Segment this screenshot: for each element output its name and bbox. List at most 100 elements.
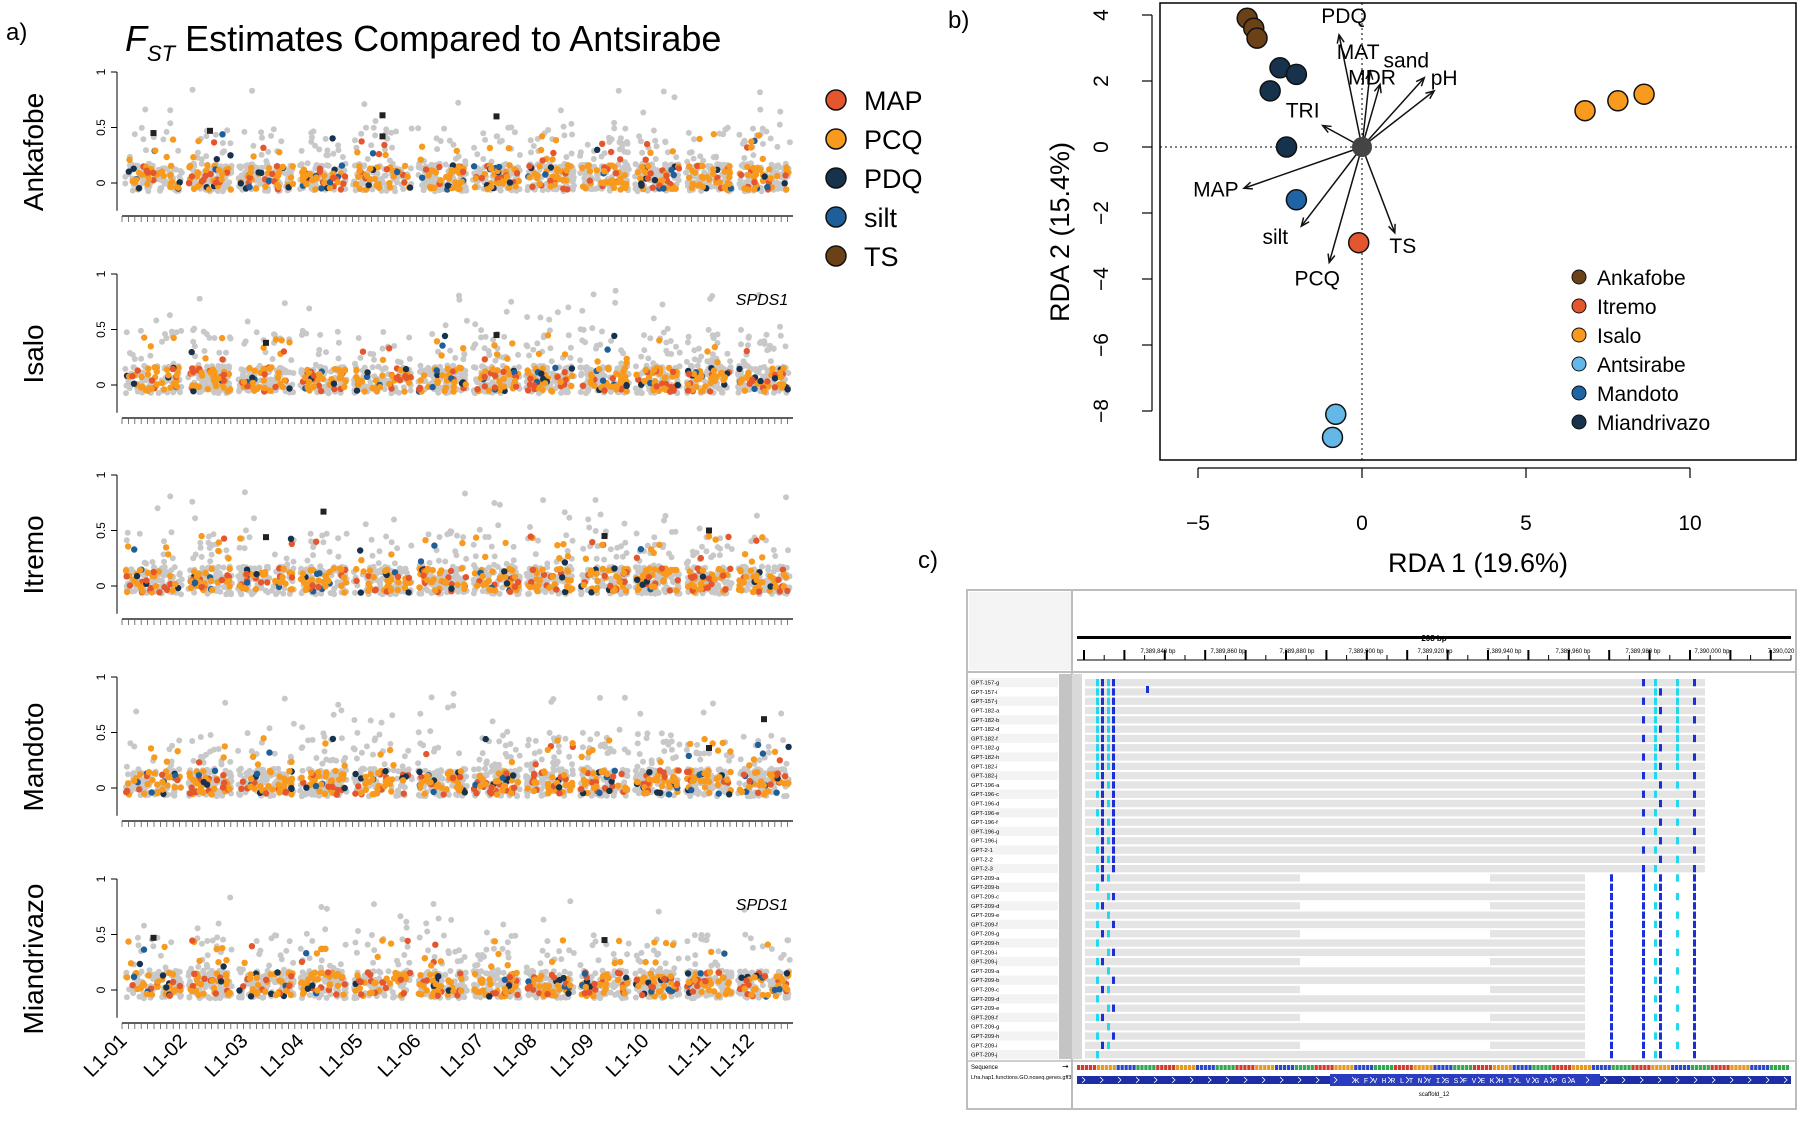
snp-point <box>641 347 648 354</box>
snp-point <box>278 138 285 145</box>
snp-point <box>219 140 226 146</box>
snp-point-trait <box>622 373 629 381</box>
snp-point <box>241 489 248 496</box>
snp-point <box>470 590 477 597</box>
snp-point-trait <box>552 137 560 144</box>
snp-point-trait <box>158 379 166 387</box>
snp-point <box>463 555 470 562</box>
snp-point <box>123 390 129 397</box>
snp-point-trait <box>338 162 346 169</box>
snp-point <box>530 346 537 353</box>
snp-point <box>453 552 460 559</box>
snp-point <box>592 497 599 503</box>
snp-point-trait <box>486 144 494 152</box>
snp-point <box>375 560 382 567</box>
snp-point-trait <box>441 332 449 340</box>
snp-point-trait <box>167 171 174 179</box>
snp-point <box>695 345 702 352</box>
snp-point <box>577 389 584 395</box>
snp-point-trait <box>145 365 152 372</box>
snp-point-trait <box>281 377 288 384</box>
snp-point <box>476 526 483 533</box>
snp-point-trait <box>257 579 265 586</box>
snp-point-trait <box>459 168 467 175</box>
snp-point <box>161 180 168 187</box>
snp-point-trait <box>620 180 627 187</box>
snp-point-trait <box>744 186 752 193</box>
snp-point-trait <box>641 377 648 385</box>
snp-point <box>352 589 358 596</box>
snp-point <box>140 136 147 143</box>
snp-point <box>511 129 518 136</box>
snp-point <box>122 180 129 187</box>
snp-point <box>330 150 337 157</box>
snp-point <box>424 587 431 594</box>
snp-point-trait <box>401 162 409 170</box>
snp-point <box>435 557 442 564</box>
snp-point-trait <box>143 577 150 584</box>
snp-point <box>568 150 575 157</box>
y-tick-label: 0 <box>94 179 108 186</box>
snp-point <box>705 326 712 333</box>
snp-point-trait <box>370 574 377 581</box>
snp-point-trait <box>123 588 131 596</box>
snp-point-trait <box>195 169 202 177</box>
snp-point <box>407 387 414 394</box>
snp-point-trait <box>513 170 521 177</box>
snp-point-trait <box>340 180 347 187</box>
snp-point-trait <box>185 180 193 187</box>
snp-point <box>515 351 522 358</box>
snp-point <box>510 557 517 564</box>
snp-point <box>685 129 692 136</box>
snp-point-trait <box>358 138 365 145</box>
snp-point <box>772 553 779 559</box>
snp-point <box>494 133 501 140</box>
snp-point-trait <box>605 366 612 373</box>
snp-point <box>685 333 692 340</box>
snp-point <box>750 125 756 132</box>
snp-point-trait <box>246 174 253 181</box>
snp-point <box>537 314 544 321</box>
snp-point <box>138 124 145 131</box>
snp-point <box>601 556 608 563</box>
snp-point <box>471 144 478 151</box>
snp-point <box>335 535 342 542</box>
snp-point <box>527 137 534 144</box>
snp-point <box>194 149 201 156</box>
snp-point-trait <box>188 173 196 180</box>
snp-point-trait <box>274 374 282 381</box>
snp-point <box>783 494 789 501</box>
snp-point-trait <box>165 372 172 379</box>
snp-point-trait <box>419 174 426 181</box>
snp-point-trait <box>165 551 172 558</box>
snp-point-trait <box>725 180 733 187</box>
snp-point <box>452 155 459 162</box>
snp-point-trait <box>192 382 199 389</box>
snp-point-trait <box>272 336 280 343</box>
snp-point <box>455 99 462 106</box>
snp-point <box>367 379 374 386</box>
snp-point <box>131 131 138 138</box>
snp-point-trait <box>248 164 255 171</box>
snp-point <box>694 362 701 369</box>
snp-point-trait <box>495 179 503 187</box>
snp-point <box>322 135 329 142</box>
snp-point-trait <box>720 376 727 384</box>
snp-point-trait <box>422 166 430 173</box>
snp-point <box>316 346 323 353</box>
snp-point <box>651 534 658 541</box>
snp-point <box>505 124 512 131</box>
snp-point <box>710 552 717 559</box>
snp-point-trait <box>741 387 749 394</box>
snp-point <box>263 158 270 165</box>
snp-point-trait <box>190 154 197 161</box>
snp-point <box>167 493 174 500</box>
snp-point <box>200 328 207 335</box>
snp-point <box>689 548 696 555</box>
snp-point <box>480 130 487 137</box>
snp-point-trait <box>129 373 136 380</box>
snp-point-trait <box>593 167 600 174</box>
snp-point <box>622 125 629 132</box>
snp-point-trait <box>195 137 202 145</box>
snp-point-trait <box>316 165 324 172</box>
